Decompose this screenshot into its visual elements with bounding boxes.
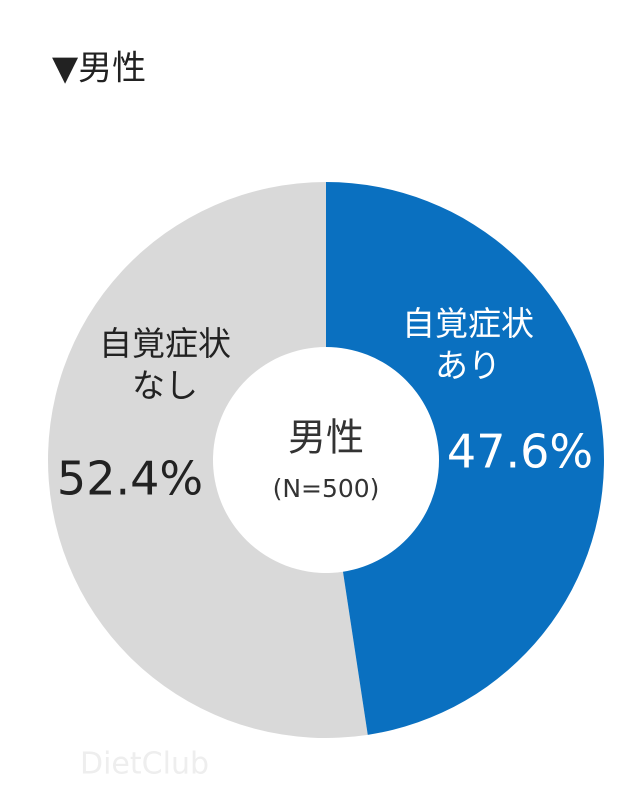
- donut-slice: [326, 182, 605, 735]
- center-subtitle: (N=500): [273, 474, 380, 503]
- value-label: 47.6%: [447, 425, 593, 479]
- slice-label: 自覚症状なし: [99, 324, 231, 405]
- donut-slice: [48, 182, 368, 738]
- slice-label: 自覚症状あり: [402, 304, 534, 385]
- watermark: DietClub: [80, 747, 209, 782]
- center-title: 男性: [288, 416, 364, 460]
- value-label: 52.4%: [57, 452, 203, 506]
- chart-title: ▼男性: [52, 49, 146, 89]
